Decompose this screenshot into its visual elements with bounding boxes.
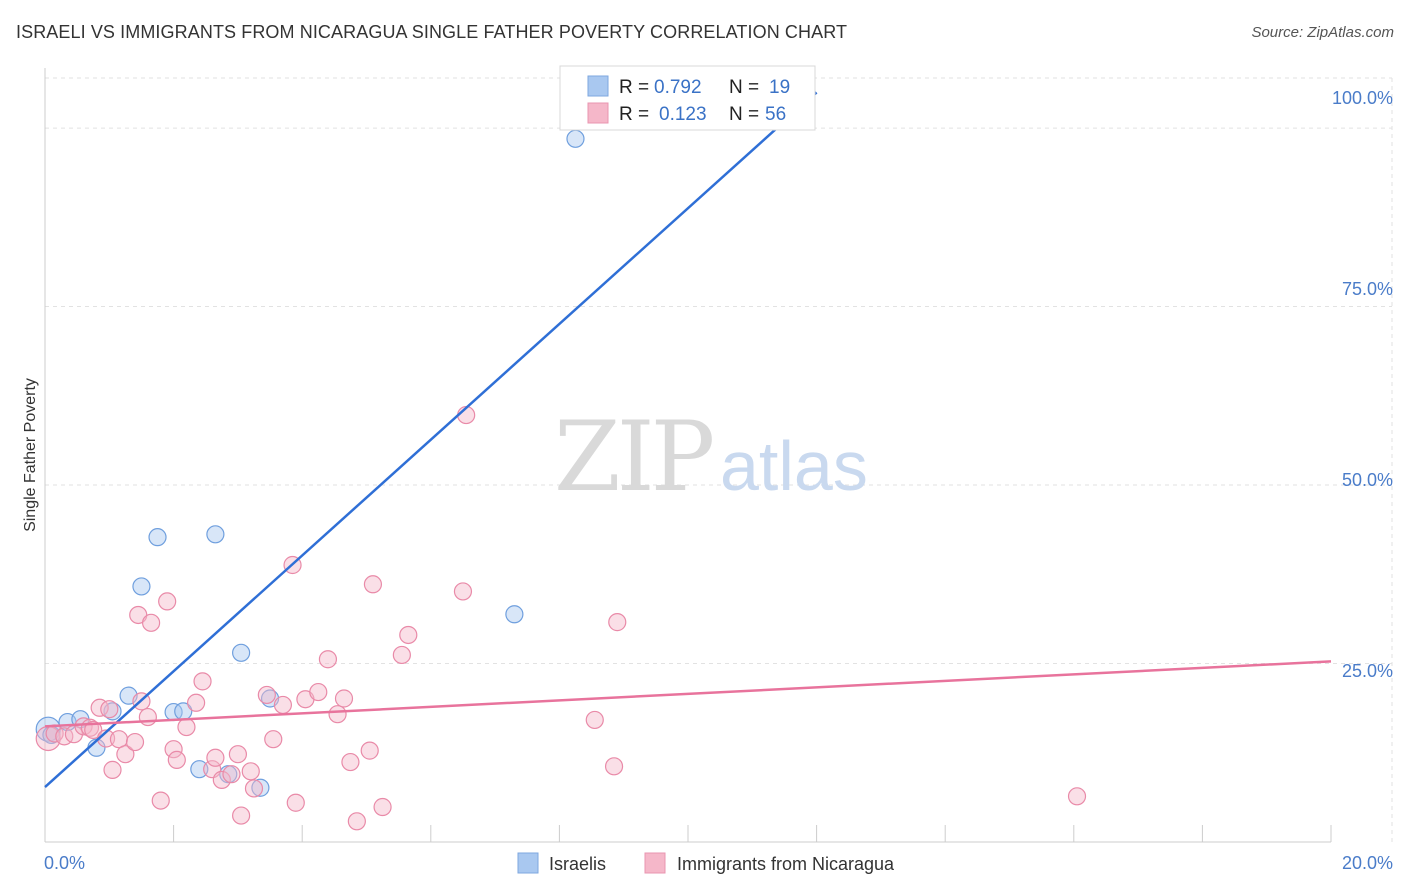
watermark: ZIP atlas [554,401,868,513]
nicaragua-point-6[interactable] [84,720,103,740]
nicaragua-point-21[interactable] [167,750,186,769]
legend-swatch-nicaragua[interactable] [644,852,666,874]
y-tick-labels: 100.0% 75.0% 50.0% 25.0% [1332,88,1393,681]
nicaragua-point-50[interactable] [453,582,473,601]
nicaragua-point-40[interactable] [318,650,338,669]
nicaragua-point-54[interactable] [608,613,627,632]
nicaragua-point-55[interactable] [1067,787,1087,806]
stats-legend-r-label: R = [619,104,649,125]
nicaragua-point-13[interactable] [125,732,145,752]
x-tick-label-max: 20.0% [1342,853,1393,873]
israelis-point-15[interactable] [251,778,270,797]
nicaragua-point-29[interactable] [228,745,247,764]
trend-lines [44,91,1332,788]
nicaragua-point-32[interactable] [244,779,264,798]
stats-legend-n-value: 19 [769,77,790,98]
nicaragua-point-20[interactable] [164,740,183,759]
nicaragua-point-48[interactable] [392,645,411,665]
nicaragua-point-17[interactable] [141,613,161,632]
stats-legend-n-label: N = [729,77,759,98]
stats-legend-swatch-nicaragua [587,102,609,124]
x-axis-ticks [173,825,1332,842]
israelis-point-11[interactable] [190,760,209,779]
nicaragua-point-35[interactable] [273,695,293,715]
nicaragua-point-7[interactable] [90,698,109,717]
nicaragua-point-47[interactable] [373,797,392,817]
y-tick-label-100: 100.0% [1332,88,1393,108]
watermark-zip: ZIP [554,401,713,513]
nicaragua-point-53[interactable] [604,757,624,776]
y-tick-label-75: 75.0% [1342,279,1393,299]
stats-legend-r-value: 0.123 [659,104,707,125]
nicaragua-trend-line [44,660,1332,728]
israelis-trend-line [44,91,818,788]
gridlines [45,77,1393,842]
nicaragua-point-46[interactable] [363,575,383,594]
stats-legend-swatch-israelis [587,75,609,97]
nicaragua-point-42[interactable] [334,689,354,708]
stats-legend-n-label: N = [729,104,759,125]
stats-legend-r-value: 0.792 [654,77,702,98]
y-tick-label-25: 25.0% [1342,661,1393,681]
nicaragua-point-26[interactable] [206,748,225,767]
nicaragua-point-28[interactable] [222,765,241,784]
y-axis-label: Single Father Poverty [22,378,39,532]
nicaragua-point-23[interactable] [187,693,206,712]
nicaragua-point-33[interactable] [257,685,276,705]
nicaragua-point-22[interactable] [177,717,196,737]
chart-title: ISRAELI VS IMMIGRANTS FROM NICARAGUA SIN… [16,22,848,42]
israelis-point-17[interactable] [505,605,524,624]
nicaragua-point-4[interactable] [74,717,93,736]
nicaragua-point-12[interactable] [116,745,135,764]
legend-label-nicaragua[interactable]: Immigrants from Nicaragua [677,854,895,874]
stats-legend: R = 0.792 N = 19 R = 0.123 N = 56 [559,65,816,131]
nicaragua-point-30[interactable] [232,806,251,825]
nicaragua-point-52[interactable] [585,710,604,730]
nicaragua-point-44[interactable] [347,812,366,831]
nicaragua-point-39[interactable] [309,682,328,702]
nicaragua-point-31[interactable] [241,762,260,781]
nicaragua-point-18[interactable] [151,791,170,810]
series-legend: Israelis Immigrants from Nicaragua [517,852,895,874]
nicaragua-point-49[interactable] [399,625,418,645]
nicaragua-point-9[interactable] [100,700,119,719]
nicaragua-point-27[interactable] [212,770,231,789]
nicaragua-point-41[interactable] [328,705,347,724]
x-tick-label-min: 0.0% [44,853,85,873]
israelis-point-14[interactable] [232,643,251,662]
watermark-atlas: atlas [720,427,868,505]
nicaragua-point-45[interactable] [360,741,379,760]
legend-label-israelis[interactable]: Israelis [549,854,606,874]
nicaragua-point-43[interactable] [341,752,360,772]
stats-legend-n-value: 56 [765,104,786,125]
israelis-point-18[interactable] [566,129,585,148]
israelis-point-8[interactable] [148,528,167,547]
legend-swatch-israelis[interactable] [517,852,539,874]
israelis-point-12[interactable] [206,525,225,544]
nicaragua-point-19[interactable] [158,592,177,611]
nicaragua-point-16[interactable] [138,707,157,727]
source-credit[interactable]: Source: ZipAtlas.com [1251,24,1394,41]
y-tick-label-50: 50.0% [1342,470,1393,490]
nicaragua-point-34[interactable] [264,730,283,749]
nicaragua-point-24[interactable] [193,672,212,691]
stats-legend-r-label: R = [619,77,649,98]
nicaragua-point-10[interactable] [103,760,122,779]
israelis-point-7[interactable] [132,577,151,596]
nicaragua-point-36[interactable] [286,793,305,812]
